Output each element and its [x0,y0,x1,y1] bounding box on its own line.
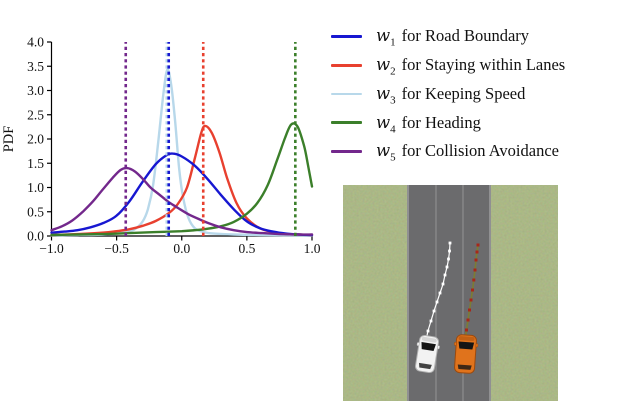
y-tick-label: 1.5 [27,156,44,171]
legend-swatch-w5 [331,150,362,153]
white-car-mirror-right [437,345,440,350]
y-tick-label: 3.5 [27,59,44,74]
legend-item-w1: w1 for Road Boundary [331,22,565,51]
x-tick-label: −0.5 [104,241,129,256]
red-trajectory-marker [466,318,470,322]
orange-car-windshield [458,341,475,350]
white-car [415,334,440,374]
white-trajectory-marker [447,257,450,261]
x-tick-label: 0.5 [238,241,255,256]
y-tick-label: 3.0 [27,83,44,98]
white-trajectory-marker [426,329,430,333]
red-trajectory-marker [475,250,479,254]
legend-item-w4: w4 for Heading [331,108,565,137]
red-trajectory-marker [473,268,477,272]
orange-car-hood [458,336,475,341]
white-trajectory-marker [432,309,436,313]
curve-w5 [50,166,314,236]
y-tick-label: 2.0 [27,132,44,147]
legend-swatch-w4 [331,121,362,125]
curve-w2 [50,124,314,237]
red-trajectory-marker [471,288,474,292]
legend-item-w5: w5 for Collision Avoidance [331,137,565,166]
curve-w4 [50,122,314,237]
red-trajectory-marker [474,258,478,262]
white-trajectory-marker [445,265,449,269]
axes: −1.0 −0.5 0.0 0.5 1.0 0.0 0.5 1.0 1.5 2.0 2.5 3.0 3.… [27,35,321,257]
legend-label-w4: w4 for Heading [376,112,481,135]
y-tick-label: 0.0 [27,229,44,244]
orange-car [454,334,479,374]
white-car-mirror-left [416,342,420,346]
curve-w1 [50,152,314,237]
legend-label-w2: w2 for Staying within Lanes [376,54,566,78]
plot-legend: w1 for Road Boundary w2 for Staying within… [331,22,565,166]
x-tick-label: −1.0 [39,241,64,256]
legend-swatch-w1 [331,35,362,38]
red-trajectory-marker [465,328,468,332]
legend-item-w3: w3 for Keeping Speed [331,80,565,109]
orange-car-mirror-right [475,343,479,348]
red-trajectory-marker [476,243,480,247]
white-trajectory-marker [435,300,439,304]
legend-swatch-w2 [331,63,362,67]
red-trajectory-marker [469,298,473,302]
white-trajectory-marker [429,319,433,323]
x-tick-label: 1.0 [304,241,321,256]
legend-swatch-w3 [331,92,362,96]
white-trajectory-marker [448,241,452,245]
scene-dynamic-layer [415,241,480,374]
red-trajectory-marker [468,308,471,312]
white-trajectory-marker [448,249,451,253]
white-car-hood [421,336,437,343]
orange-car-rear-window [457,364,472,370]
legend-label-w3: w3 for Keeping Speed [376,83,526,107]
red-trajectory-marker [472,278,476,282]
white-trajectory-marker [441,282,445,286]
x-tick-label: 0.0 [173,241,190,256]
legend-label-w5: w5 for Collision Avoidance [376,141,559,164]
y-axis-label: PDF [1,126,17,153]
white-car-rear-window [419,362,432,370]
white-trajectory-marker [438,291,442,295]
legend-item-w2: w2 for Staying within Lanes [331,51,565,80]
legend-label-w1: w1 for Road Boundary [376,26,530,49]
y-tick-label: 4.0 [27,35,44,50]
y-tick-label: 2.5 [27,107,44,122]
driving-scene [343,185,558,401]
y-tick-label: 0.5 [27,204,44,219]
white-car-windshield [421,341,436,351]
white-trajectory-marker [443,273,447,277]
y-tick-label: 1.0 [27,180,44,195]
pdf-plot: −1.0 −0.5 0.0 0.5 1.0 0.0 0.5 1.0 1.5 2.0 2.5 3.0 3.… [1,35,321,257]
orange-car-mirror-left [454,342,457,346]
